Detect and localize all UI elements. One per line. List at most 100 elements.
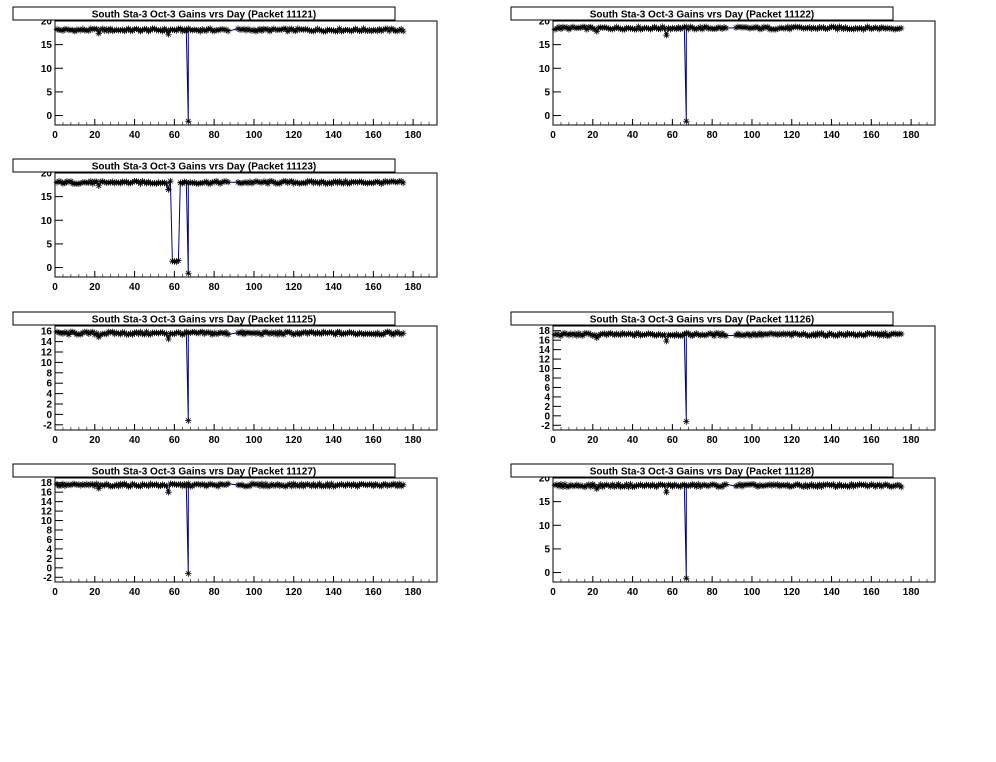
data-point	[360, 331, 367, 338]
data-point	[868, 330, 875, 337]
data-point	[330, 330, 337, 337]
data-point	[167, 480, 174, 487]
data-point	[370, 26, 377, 34]
data-point	[625, 24, 632, 32]
data-point	[677, 25, 684, 33]
data-point	[354, 331, 361, 338]
data-point	[595, 332, 602, 339]
data-point	[816, 24, 823, 31]
data-point	[314, 329, 321, 336]
data-point	[101, 179, 108, 186]
data-point	[744, 24, 752, 32]
data-point	[788, 482, 795, 490]
x-tick-label: 140	[823, 130, 840, 141]
data-point	[874, 25, 881, 32]
data-point	[627, 330, 634, 337]
data-point	[858, 331, 865, 338]
y-tick-label: 2	[46, 554, 52, 565]
y-tick-label: 12	[539, 355, 551, 366]
data-point	[772, 330, 780, 338]
data-point	[611, 483, 618, 490]
data-point	[742, 331, 750, 338]
data-point	[683, 418, 690, 425]
data-point	[258, 179, 266, 186]
data-point	[710, 332, 718, 340]
data-point	[318, 483, 325, 490]
x-tick-label: 40	[627, 587, 639, 598]
data-point	[657, 481, 664, 488]
data-point	[222, 481, 230, 489]
data-point	[185, 417, 192, 424]
data-point	[139, 177, 146, 185]
data-point	[93, 25, 100, 33]
data-point	[635, 482, 642, 489]
data-point	[675, 482, 682, 490]
data-point	[79, 481, 87, 488]
data-point	[382, 177, 389, 185]
data-point	[893, 331, 901, 338]
data-point	[75, 180, 83, 187]
data-point	[204, 481, 212, 489]
data-point	[304, 26, 311, 33]
data-point	[792, 481, 799, 488]
data-point	[762, 24, 770, 31]
data-point	[77, 27, 85, 34]
data-point	[294, 25, 301, 32]
data-point	[212, 26, 220, 34]
data-point	[796, 482, 803, 489]
data-point	[828, 330, 835, 338]
data-point	[157, 26, 164, 34]
data-point	[836, 330, 843, 337]
data-point	[270, 330, 278, 337]
data-point	[256, 330, 264, 338]
data-point	[746, 332, 754, 339]
data-point	[364, 27, 371, 35]
data-point	[645, 25, 652, 32]
data-point	[738, 331, 746, 338]
data-point	[772, 26, 780, 33]
data-point	[153, 329, 160, 336]
data-point	[123, 482, 130, 489]
data-point	[183, 178, 190, 186]
data-point	[637, 481, 644, 488]
data-point	[820, 481, 827, 488]
data-point	[153, 180, 160, 187]
data-point	[113, 178, 120, 186]
data-point	[171, 480, 178, 488]
series-line	[56, 180, 404, 274]
data-point	[165, 488, 172, 496]
data-point	[308, 328, 315, 336]
x-tick-label: 100	[246, 435, 263, 446]
data-point	[884, 481, 891, 488]
data-point	[350, 480, 357, 488]
data-point	[372, 480, 379, 488]
chart-panel-6: 0 20 40 60 80 100 120 140 160 180 0 5 10 15 20 South St…	[510, 463, 936, 598]
data-point	[163, 27, 170, 34]
data-point	[143, 328, 150, 335]
data-point	[388, 330, 395, 338]
data-point	[615, 481, 622, 488]
data-point	[238, 26, 246, 33]
data-point	[83, 27, 91, 34]
data-point	[750, 24, 758, 32]
data-point	[105, 481, 112, 489]
data-point	[203, 482, 210, 490]
data-point	[167, 177, 174, 185]
data-point	[111, 180, 118, 187]
data-point	[234, 178, 242, 186]
chart-title-box	[510, 6, 894, 21]
plot-frame	[552, 325, 936, 431]
data-point	[117, 27, 124, 34]
data-point	[210, 329, 218, 337]
data-point	[768, 482, 776, 489]
data-point	[880, 482, 887, 489]
data-point	[83, 480, 91, 488]
chart-title: South Sta-3 Oct-3 Gains vrs Day (Packet …	[92, 10, 317, 21]
data-point	[601, 481, 608, 489]
x-tick-label: 180	[405, 435, 422, 446]
series-line	[56, 482, 404, 574]
data-point	[895, 25, 903, 32]
data-point	[623, 481, 630, 488]
y-tick-label: 20	[539, 474, 551, 485]
data-point	[340, 27, 347, 34]
